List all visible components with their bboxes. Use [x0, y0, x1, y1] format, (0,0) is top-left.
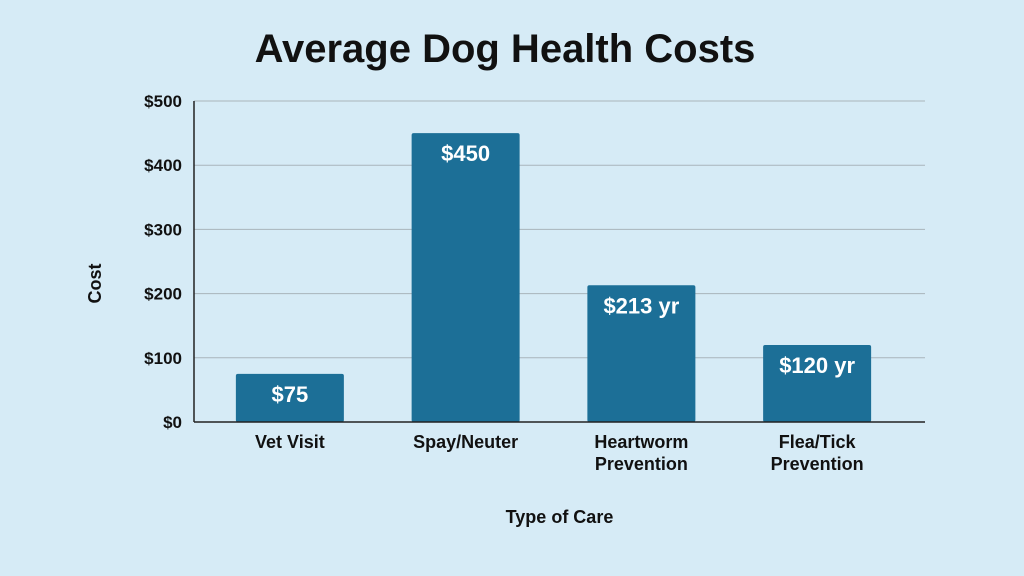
x-category-label: Heartworm: [594, 432, 688, 452]
y-axis-title: Cost: [85, 263, 105, 303]
bar-value-label: $75: [272, 382, 309, 407]
bars: [235, 133, 872, 422]
bar-value-label: $213 yr: [603, 293, 679, 318]
bar: [587, 285, 696, 422]
x-category-label: Vet Visit: [255, 432, 325, 452]
bar: [411, 133, 520, 422]
chart-title: Average Dog Health Costs: [255, 27, 756, 71]
bar: [235, 373, 344, 422]
bar-value-label: $450: [441, 141, 490, 166]
gridlines: [194, 100, 925, 359]
x-category-label: Prevention: [771, 454, 864, 474]
y-tick-label: $300: [144, 220, 182, 239]
x-category-label: Spay/Neuter: [413, 432, 518, 452]
y-tick-label: $200: [144, 285, 182, 304]
bar-value-label: $120 yr: [779, 353, 855, 378]
y-tick-label: $100: [144, 349, 182, 368]
y-tick-label: $500: [144, 92, 182, 111]
y-axis-ticks: $0 $100 $200 $300 $400 $500: [144, 92, 182, 432]
y-tick-label: $400: [144, 156, 182, 175]
y-tick-label: $0: [163, 413, 182, 432]
bar: [763, 344, 872, 422]
x-category-label: Prevention: [595, 454, 688, 474]
x-category-label: Flea/Tick: [779, 432, 857, 452]
x-axis-title: Type of Care: [506, 507, 614, 527]
bar-value-labels: $75 $450 $213 yr $120 yr: [272, 141, 856, 407]
x-axis-categories: Vet Visit Spay/Neuter HeartwormPreventionF…: [255, 432, 864, 474]
